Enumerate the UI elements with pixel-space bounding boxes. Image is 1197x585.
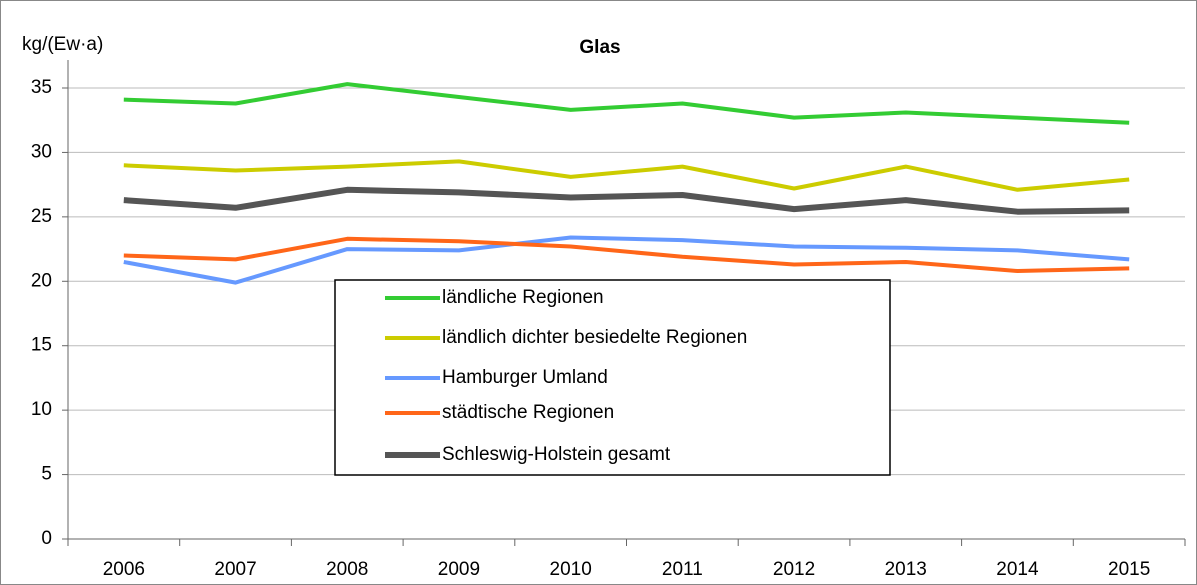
y-tick-label: 10 [31,399,52,420]
y-axis-label: kg/(Ew·a) [22,34,103,55]
x-tick-label: 2014 [996,559,1039,580]
data-line [123,235,1130,285]
y-tick-label: 15 [31,335,52,356]
x-tick-label: 2008 [326,559,368,580]
data-line [123,186,1130,215]
x-tick-label: 2006 [103,559,145,580]
x-tick-label: 2012 [773,559,815,580]
chart-title: Glas [579,37,620,58]
x-tick-label: 2007 [214,559,256,580]
x-tick-label: 2010 [550,559,592,580]
legend-label: ländlich dichter besiedelte Regionen [442,327,747,348]
x-tick-label: 2013 [885,559,927,580]
legend-label: städtische Regionen [442,402,614,423]
y-tick-label: 0 [41,528,52,549]
x-tick-label: 2015 [1108,559,1150,580]
legend-label: Hamburger Umland [442,367,608,388]
y-tick-label: 30 [31,141,52,162]
x-tick-label: 2011 [662,559,703,580]
data-line [123,236,1130,273]
y-tick-label: 5 [41,464,52,485]
data-line [123,82,1130,125]
y-tick-label: 35 [31,77,52,98]
data-line [123,159,1130,192]
y-tick-label: 25 [31,206,52,227]
legend-label: ländliche Regionen [442,287,604,308]
x-tick-label: 2009 [438,559,480,580]
legend-label: Schleswig-Holstein gesamt [442,444,671,465]
y-tick-label: 20 [31,270,52,291]
